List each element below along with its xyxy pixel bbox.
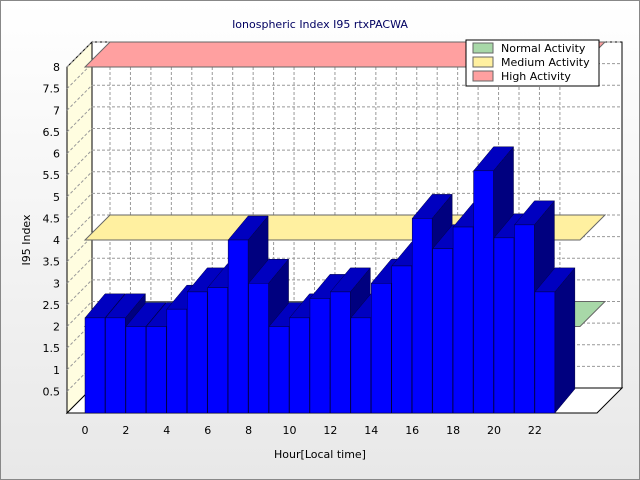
y-tick-label: 6 [53, 148, 60, 161]
bar-front [371, 283, 392, 414]
bar-front [432, 248, 453, 414]
grid-line [66, 128, 93, 154]
x-tick-label: 12 [323, 424, 337, 437]
x-tick-label: 4 [163, 424, 170, 437]
y-axis-label: I95 Index [20, 214, 33, 266]
bar-front [268, 326, 290, 414]
y-tick-label: 7.5 [43, 83, 61, 96]
bar-front [534, 291, 556, 414]
bar-front [105, 317, 126, 414]
grid-line [66, 193, 93, 219]
x-tick-label: 20 [487, 424, 501, 437]
y-tick-label: 3 [53, 277, 60, 290]
bar-front [473, 170, 494, 414]
legend-label: Normal Activity [501, 42, 586, 55]
legend-label: Medium Activity [501, 56, 590, 69]
grid-line [66, 279, 93, 306]
x-tick-label: 2 [122, 424, 129, 437]
chart-title: Ionospheric Index I95 rtxPACWA [232, 18, 408, 31]
y-tick-label: 3.5 [43, 256, 61, 269]
bar-front [452, 226, 474, 414]
bar-front [411, 218, 433, 414]
grid-line [66, 63, 93, 89]
bar-front [248, 283, 269, 414]
grid-line [66, 301, 93, 327]
legend-swatch [472, 42, 494, 54]
x-tick-label: 18 [446, 424, 460, 437]
y-tick-label: 4 [53, 234, 60, 247]
x-tick-label: 16 [405, 424, 419, 437]
x-tick-label: 6 [204, 424, 211, 437]
grid-line [66, 41, 93, 68]
bar-front [289, 317, 310, 414]
bar-front [187, 291, 208, 414]
bar-front [84, 317, 106, 414]
bar-front [207, 287, 228, 414]
x-tick-label: 22 [528, 424, 542, 437]
grid-line [66, 366, 93, 392]
bar-front [227, 239, 249, 414]
grid-line [66, 149, 93, 176]
y-tick-label: 7 [53, 104, 60, 117]
y-tick-label: 8 [53, 61, 60, 74]
y-tick-label: 2 [53, 321, 60, 334]
x-tick-label: 0 [82, 424, 89, 437]
grid-line [66, 171, 93, 198]
x-axis-label: Hour[Local time] [274, 448, 366, 461]
bar-front [493, 237, 515, 414]
bar-side [554, 267, 576, 414]
y-tick-label: 1.5 [43, 342, 61, 355]
bar-front [166, 308, 188, 414]
grid-line [66, 344, 93, 371]
legend-swatch [472, 56, 494, 68]
bar-front [330, 291, 351, 414]
bar-front [391, 265, 412, 414]
y-tick-label: 5 [53, 191, 60, 204]
y-tick-label: 0.5 [43, 385, 61, 398]
x-tick-label: 10 [283, 424, 297, 437]
bar-front [125, 326, 147, 414]
grid-line [66, 106, 93, 133]
grid-line [66, 214, 93, 241]
bar-front [309, 298, 331, 414]
y-tick-label: 6.5 [43, 126, 61, 139]
y-tick-label: 4.5 [43, 212, 61, 225]
legend-swatch [472, 70, 494, 82]
grid-line [66, 84, 93, 111]
grid-line [66, 257, 93, 284]
bar-front [146, 326, 167, 414]
y-tick-label: 2.5 [43, 299, 61, 312]
grid-line [66, 322, 93, 349]
x-tick-label: 8 [245, 424, 252, 437]
bar-front [514, 224, 535, 414]
y-tick-label: 5.5 [43, 169, 61, 182]
bar-front [350, 317, 372, 414]
grid-line [66, 236, 93, 262]
legend-label: High Activity [501, 70, 571, 83]
bar [534, 267, 576, 414]
y-tick-label: 1 [53, 364, 60, 377]
x-tick-label: 14 [364, 424, 378, 437]
